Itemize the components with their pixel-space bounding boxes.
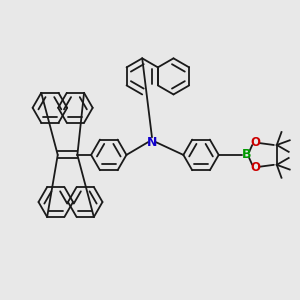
Text: O: O: [250, 136, 260, 148]
Text: O: O: [250, 161, 260, 174]
Text: B: B: [242, 148, 251, 161]
Text: N: N: [147, 136, 157, 148]
